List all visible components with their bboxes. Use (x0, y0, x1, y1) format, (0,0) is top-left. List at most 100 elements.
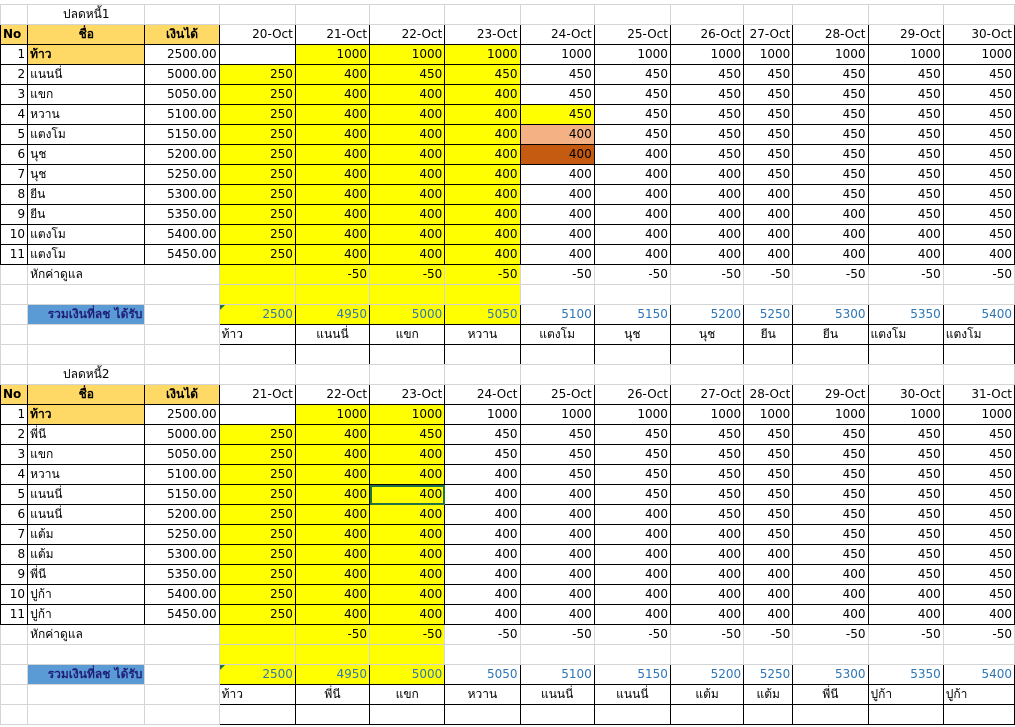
value-cell[interactable]: 450 (867, 104, 944, 125)
header-date[interactable]: 31-Oct (942, 384, 1015, 405)
value-cell[interactable]: 400 (743, 184, 794, 205)
value-cell[interactable]: 400 (669, 524, 745, 545)
value-cell[interactable]: 450 (867, 524, 944, 545)
row-name[interactable]: แตงโม (27, 244, 146, 265)
total-cell[interactable]: 5200 (669, 664, 745, 685)
row-amount[interactable]: 5300.00 (144, 184, 220, 205)
value-cell[interactable]: 250 (218, 524, 296, 545)
row-amount[interactable]: 5350.00 (144, 564, 220, 585)
value-cell[interactable]: 450 (444, 64, 521, 85)
value-cell[interactable]: 400 (593, 604, 671, 625)
value-cell[interactable]: 400 (294, 504, 371, 525)
value-cell[interactable]: 400 (369, 584, 446, 605)
recipient-cell[interactable]: แนนนี่ (519, 684, 595, 705)
row-name[interactable]: ปูก้า (27, 604, 146, 625)
value-cell[interactable]: 250 (218, 144, 296, 165)
value-cell[interactable]: 450 (942, 564, 1015, 585)
value-cell[interactable]: 250 (218, 84, 296, 105)
value-cell[interactable]: 400 (444, 124, 521, 145)
header-date[interactable]: 22-Oct (369, 24, 446, 45)
deduct-cell[interactable]: -50 (593, 624, 671, 645)
row-no[interactable]: 7 (0, 524, 29, 545)
value-cell[interactable]: 400 (593, 544, 671, 565)
value-cell[interactable]: 450 (867, 444, 944, 465)
row-amount[interactable]: 5400.00 (144, 224, 220, 245)
value-cell[interactable]: 450 (867, 564, 944, 585)
value-cell[interactable]: 450 (743, 424, 794, 445)
value-cell[interactable]: 1000 (294, 44, 371, 65)
value-cell[interactable]: 400 (369, 244, 446, 265)
value-cell[interactable]: 250 (218, 204, 296, 225)
deduct-label[interactable]: หักค่าดูแล (27, 264, 146, 285)
row-amount[interactable]: 5050.00 (144, 444, 220, 465)
value-cell[interactable]: 450 (669, 444, 745, 465)
row-amount[interactable]: 5100.00 (144, 104, 220, 125)
row-name[interactable]: แต้ม (27, 544, 146, 565)
deduct-cell[interactable]: -50 (444, 264, 521, 285)
header-date[interactable]: 24-Oct (444, 384, 521, 405)
value-cell[interactable]: 250 (218, 104, 296, 125)
row-name[interactable]: ท้าว (27, 44, 146, 65)
value-cell[interactable]: 400 (369, 444, 446, 465)
value-cell[interactable]: 250 (218, 424, 296, 445)
value-cell[interactable]: 450 (743, 504, 794, 525)
row-no[interactable]: 3 (0, 84, 29, 105)
value-cell[interactable]: 400 (444, 204, 521, 225)
value-cell[interactable] (218, 404, 296, 425)
recipient-cell[interactable]: แตงโม (867, 324, 944, 345)
value-cell[interactable]: 400 (444, 564, 521, 585)
header-date[interactable]: 22-Oct (294, 384, 371, 405)
row-name[interactable]: แขก (27, 444, 146, 465)
value-cell[interactable]: 400 (294, 104, 371, 125)
value-cell[interactable]: 400 (294, 464, 371, 485)
row-amount[interactable]: 5400.00 (144, 584, 220, 605)
value-cell[interactable]: 1000 (444, 404, 521, 425)
value-cell[interactable]: 450 (792, 464, 869, 485)
value-cell[interactable]: 450 (519, 464, 595, 485)
value-cell[interactable]: 400 (942, 604, 1015, 625)
row-name[interactable]: แตงโม (27, 224, 146, 245)
value-cell[interactable]: 400 (369, 484, 446, 505)
value-cell[interactable]: 250 (218, 564, 296, 585)
deduct-cell[interactable]: -50 (593, 264, 671, 285)
value-cell[interactable]: 400 (867, 604, 944, 625)
total-cell[interactable]: 5050 (444, 664, 521, 685)
value-cell[interactable]: 1000 (369, 404, 446, 425)
value-cell[interactable]: 1000 (444, 44, 521, 65)
value-cell[interactable]: 450 (942, 444, 1015, 465)
value-cell[interactable]: 400 (294, 244, 371, 265)
value-cell[interactable]: 450 (669, 124, 745, 145)
total-cell[interactable]: 5100 (519, 664, 595, 685)
value-cell[interactable]: 450 (593, 424, 671, 445)
value-cell[interactable]: 1000 (942, 404, 1015, 425)
value-cell[interactable]: 400 (593, 224, 671, 245)
row-amount[interactable]: 5050.00 (144, 84, 220, 105)
header-amount[interactable]: เงินได้ (144, 24, 220, 45)
value-cell[interactable]: 450 (669, 504, 745, 525)
value-cell[interactable]: 1000 (519, 44, 595, 65)
value-cell[interactable]: 250 (218, 484, 296, 505)
row-name[interactable]: หวาน (27, 104, 146, 125)
header-date[interactable]: 23-Oct (369, 384, 446, 405)
row-amount[interactable]: 5150.00 (144, 124, 220, 145)
value-cell[interactable]: 450 (867, 124, 944, 145)
value-cell[interactable]: 400 (669, 224, 745, 245)
value-cell[interactable]: 400 (519, 484, 595, 505)
value-cell[interactable]: 400 (669, 244, 745, 265)
value-cell[interactable]: 450 (792, 184, 869, 205)
value-cell[interactable]: 450 (942, 84, 1015, 105)
header-date[interactable]: 23-Oct (444, 24, 521, 45)
recipient-cell[interactable]: พี่นี (294, 684, 371, 705)
row-no[interactable]: 2 (0, 64, 29, 85)
recipient-cell[interactable]: ปูก้า (867, 684, 944, 705)
value-cell[interactable]: 250 (218, 584, 296, 605)
total-cell[interactable]: 4950 (294, 664, 371, 685)
value-cell[interactable]: 400 (444, 584, 521, 605)
value-cell[interactable]: 400 (519, 144, 595, 165)
value-cell[interactable]: 450 (669, 104, 745, 125)
header-date[interactable]: 27-Oct (743, 24, 794, 45)
value-cell[interactable]: 450 (942, 464, 1015, 485)
total-cell[interactable]: 4950 (294, 304, 371, 325)
value-cell[interactable]: 450 (942, 104, 1015, 125)
recipient-cell[interactable]: ปูก้า (942, 684, 1015, 705)
